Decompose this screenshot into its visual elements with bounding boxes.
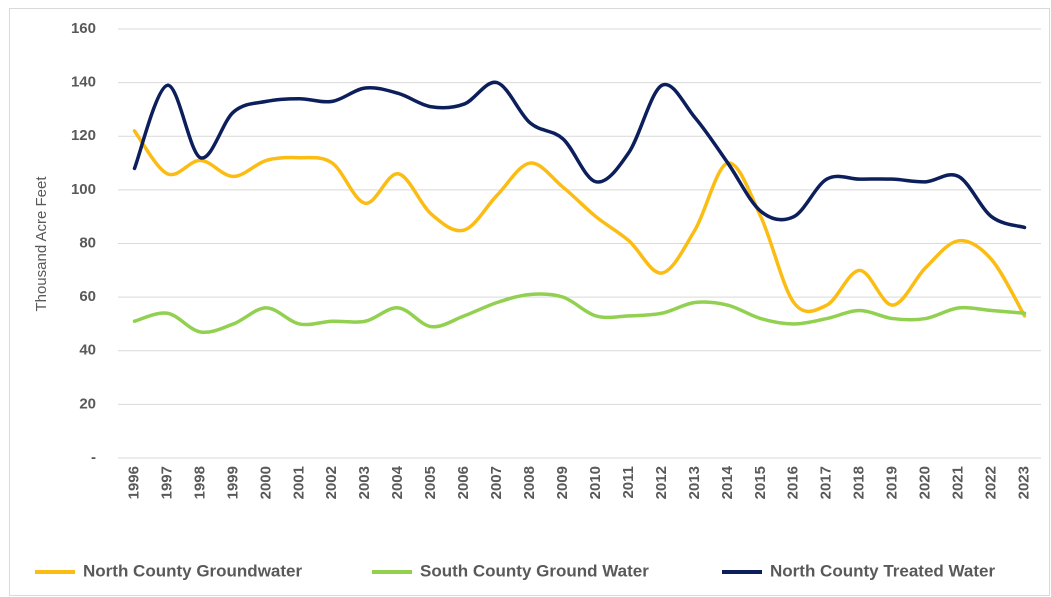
x-tick-label: 1997 [158,466,175,499]
x-tick-label: 2010 [587,466,604,499]
y-tick-label: - [91,449,96,466]
x-tick-label: 2016 [785,466,802,499]
x-tick-label: 2022 [983,466,1000,499]
x-tick-label: 2019 [884,466,901,499]
series-line [132,80,1027,230]
x-tick-label: 2013 [686,466,703,499]
legend-label: North County Treated Water [770,561,995,580]
x-tick-label: 2012 [653,466,670,499]
series-line [132,129,1027,318]
x-tick-label: 2007 [488,466,505,499]
x-tick-label: 2008 [521,466,538,499]
y-tick-label: 140 [71,74,96,91]
x-tick-label: 1998 [191,466,208,499]
legend-label: North County Groundwater [83,561,302,580]
x-tick-label: 1996 [125,466,142,499]
x-tick-label: 1999 [224,466,241,499]
y-tick-label: 100 [71,181,96,198]
y-tick-label: 20 [79,395,96,412]
x-tick-label: 2003 [356,466,373,499]
y-tick-label: 60 [79,288,96,305]
x-tick-label: 2001 [290,466,307,499]
y-tick-label: 160 [71,20,96,37]
x-tick-label: 2002 [323,466,340,499]
x-tick-label: 2005 [422,466,439,499]
x-tick-label: 2015 [752,466,769,499]
chart-border [9,8,1050,596]
series-line [132,292,1027,335]
y-tick-label: 80 [79,234,96,251]
y-tick-label: 120 [71,127,96,144]
x-tick-label: 2011 [620,466,637,499]
x-tick-label: 2021 [950,466,967,499]
y-axis-title: Thousand Acre Feet [33,176,50,312]
y-tick-label: 40 [79,342,96,359]
x-tick-label: 2020 [917,466,934,499]
legend-label: South County Ground Water [420,561,649,580]
x-tick-label: 2018 [851,466,868,499]
x-tick-label: 2009 [554,466,571,499]
x-tick-label: 2014 [719,465,736,499]
x-tick-label: 2000 [257,466,274,499]
x-tick-label: 2006 [455,466,472,499]
x-tick-label: 2023 [1015,466,1032,499]
x-tick-label: 2004 [389,465,406,499]
x-tick-label: 2017 [818,466,835,499]
